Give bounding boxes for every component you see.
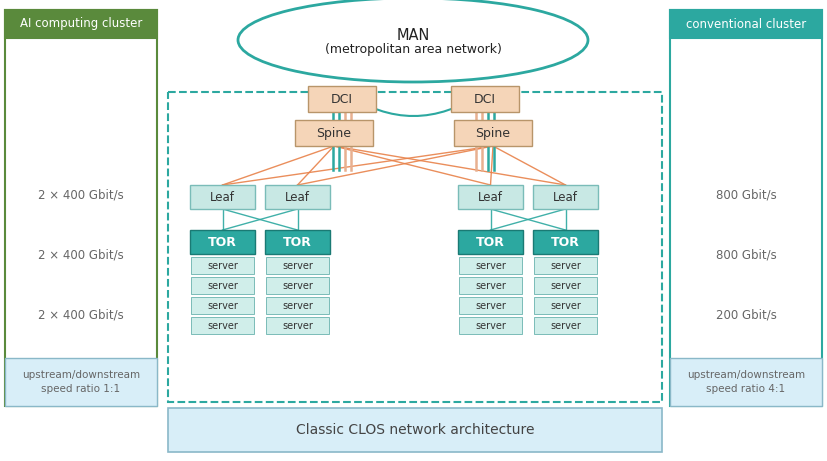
Text: upstream/downstream
speed ratio 1:1: upstream/downstream speed ratio 1:1: [22, 370, 140, 394]
Bar: [459, 317, 522, 334]
Bar: [190, 185, 255, 209]
Text: Leaf: Leaf: [285, 190, 310, 203]
Bar: [534, 257, 597, 274]
Text: server: server: [475, 320, 506, 331]
Bar: [168, 408, 662, 452]
Bar: [459, 297, 522, 314]
Text: Leaf: Leaf: [553, 190, 578, 203]
Bar: [458, 185, 523, 209]
Bar: [191, 317, 254, 334]
Text: server: server: [282, 280, 313, 290]
Text: AI computing cluster: AI computing cluster: [20, 18, 142, 30]
Bar: [534, 277, 597, 294]
Text: TOR: TOR: [551, 236, 580, 248]
Text: 800 Gbit/s: 800 Gbit/s: [715, 189, 777, 201]
Bar: [266, 257, 329, 274]
Text: server: server: [550, 320, 581, 331]
Text: server: server: [282, 320, 313, 331]
Text: (metropolitan area network): (metropolitan area network): [324, 43, 501, 57]
Text: server: server: [550, 301, 581, 311]
Text: Spine: Spine: [317, 126, 351, 140]
Text: Leaf: Leaf: [210, 190, 235, 203]
Bar: [266, 277, 329, 294]
Bar: [191, 277, 254, 294]
Ellipse shape: [238, 0, 588, 82]
Text: server: server: [550, 260, 581, 271]
Bar: [168, 92, 662, 402]
Bar: [5, 358, 157, 406]
Text: server: server: [475, 301, 506, 311]
Text: MAN: MAN: [396, 29, 430, 43]
Text: server: server: [207, 260, 238, 271]
Bar: [670, 10, 822, 38]
Text: DCI: DCI: [474, 93, 496, 106]
Text: server: server: [475, 280, 506, 290]
Text: TOR: TOR: [208, 236, 237, 248]
Bar: [670, 10, 822, 406]
Bar: [533, 230, 598, 254]
Bar: [265, 185, 330, 209]
Bar: [534, 297, 597, 314]
Text: 2 × 400 Gbit/s: 2 × 400 Gbit/s: [38, 248, 124, 261]
Bar: [308, 86, 376, 112]
Text: server: server: [550, 280, 581, 290]
Text: 200 Gbit/s: 200 Gbit/s: [715, 308, 777, 321]
Bar: [670, 358, 822, 406]
Text: 2 × 400 Gbit/s: 2 × 400 Gbit/s: [38, 308, 124, 321]
Bar: [5, 10, 157, 406]
Bar: [454, 120, 532, 146]
Text: Leaf: Leaf: [478, 190, 503, 203]
Bar: [266, 317, 329, 334]
Bar: [191, 257, 254, 274]
Text: Spine: Spine: [476, 126, 510, 140]
Text: Classic CLOS network architecture: Classic CLOS network architecture: [296, 423, 534, 437]
Bar: [534, 317, 597, 334]
Bar: [265, 230, 330, 254]
Text: server: server: [207, 320, 238, 331]
Text: server: server: [207, 280, 238, 290]
Text: server: server: [475, 260, 506, 271]
Bar: [459, 277, 522, 294]
Bar: [191, 297, 254, 314]
Text: TOR: TOR: [476, 236, 505, 248]
Text: upstream/downstream
speed ratio 4:1: upstream/downstream speed ratio 4:1: [687, 370, 805, 394]
Text: server: server: [282, 260, 313, 271]
Text: 2 × 400 Gbit/s: 2 × 400 Gbit/s: [38, 189, 124, 201]
Bar: [533, 185, 598, 209]
Text: 800 Gbit/s: 800 Gbit/s: [715, 248, 777, 261]
Text: TOR: TOR: [283, 236, 312, 248]
Bar: [266, 297, 329, 314]
Bar: [295, 120, 373, 146]
Text: server: server: [282, 301, 313, 311]
Text: conventional cluster: conventional cluster: [686, 18, 806, 30]
Bar: [190, 230, 255, 254]
Bar: [458, 230, 523, 254]
Text: server: server: [207, 301, 238, 311]
Bar: [451, 86, 519, 112]
Bar: [5, 10, 157, 38]
Text: DCI: DCI: [331, 93, 353, 106]
Bar: [459, 257, 522, 274]
